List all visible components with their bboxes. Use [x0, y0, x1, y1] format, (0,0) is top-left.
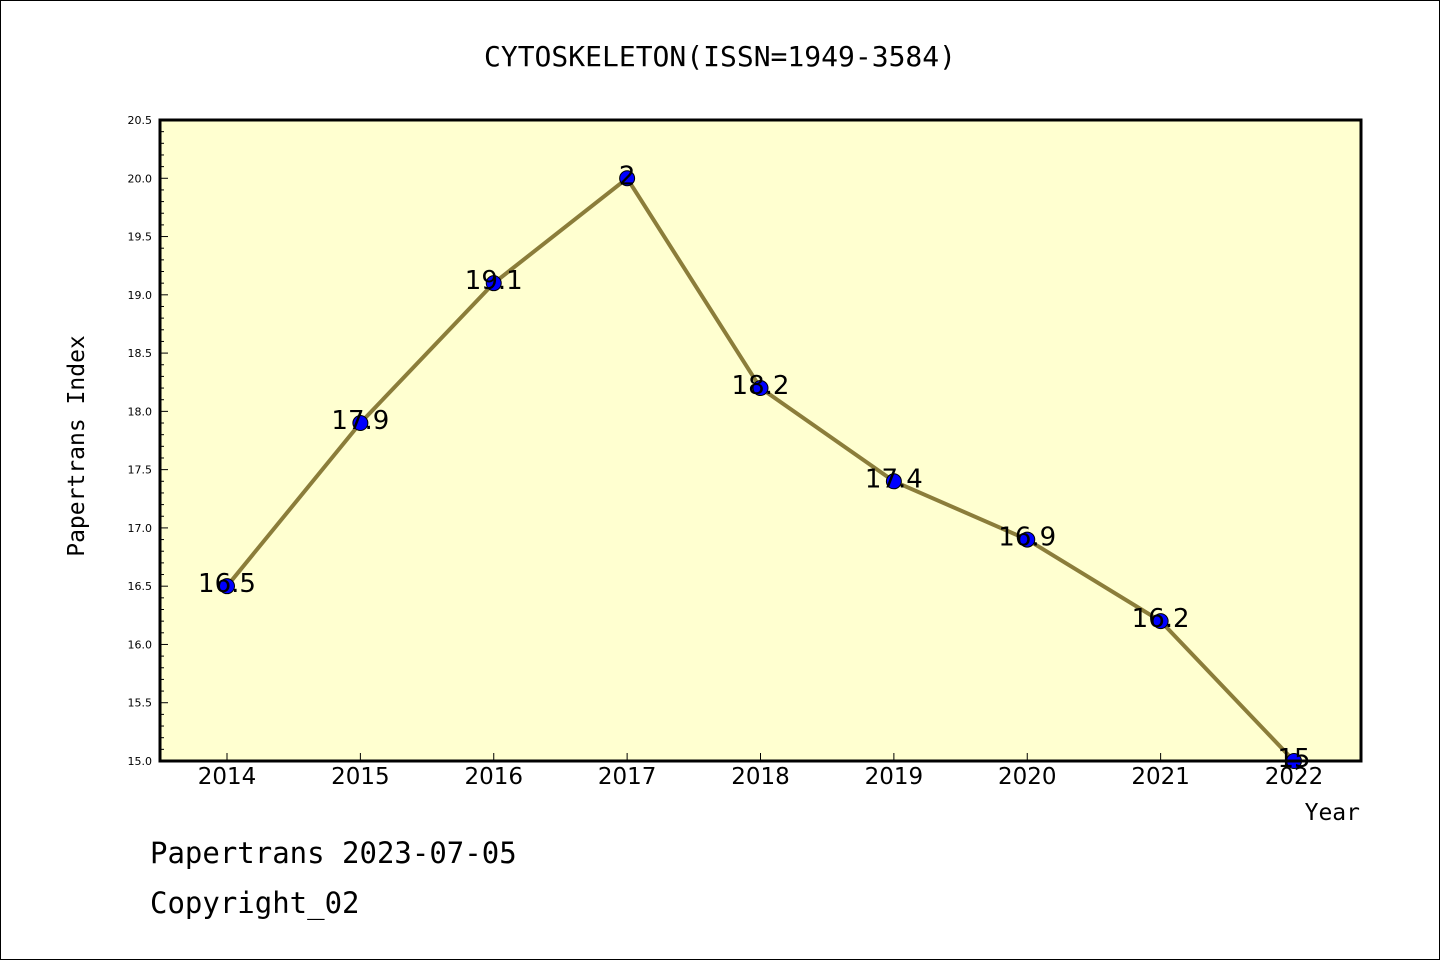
- data-label: 19.1: [465, 266, 523, 296]
- plot-border: [158, 118, 1363, 763]
- data-markers: [219, 170, 1302, 769]
- plot-area: [160, 120, 1361, 761]
- x-axis: 2014 2015 2016 2017 2018 2019 2020 2021 2022: [198, 753, 1323, 790]
- y-tick-label: 15.0: [128, 755, 153, 768]
- x-tick-label: 2021: [1131, 764, 1190, 790]
- y-tick-label: 19.5: [128, 231, 153, 244]
- data-label: 16.9: [998, 523, 1056, 553]
- y-tick-label: 16.0: [128, 638, 153, 651]
- x-tick-label: 2017: [598, 764, 657, 790]
- data-label: 17.9: [331, 406, 389, 436]
- y-tick-label: 17.5: [128, 464, 153, 477]
- data-point: [1019, 531, 1036, 548]
- y-tick-label: 18.0: [128, 405, 153, 418]
- data-label: 16.5: [198, 569, 256, 599]
- data-label: 18.2: [732, 371, 790, 401]
- x-tick-label: 2018: [731, 764, 790, 790]
- y-tick-label: 16.5: [128, 580, 153, 593]
- x-tick-label: 2015: [331, 764, 390, 790]
- data-point: [1152, 613, 1169, 630]
- footer-copyright-text: Copyright_02: [150, 886, 360, 920]
- footer-date-text: Papertrans 2023-07-05: [150, 836, 517, 870]
- data-label: 2: [619, 161, 636, 191]
- y-tick-label: 19.0: [128, 289, 153, 302]
- data-point: [219, 578, 235, 595]
- x-tick-label: 2014: [198, 764, 257, 790]
- x-tick-label: 2016: [464, 764, 523, 790]
- x-tick-label: 2019: [865, 764, 924, 790]
- y-tick-label: 18.5: [128, 347, 153, 360]
- x-tick-label: 2020: [998, 764, 1057, 790]
- data-point: [352, 415, 369, 432]
- data-label: 15: [1277, 744, 1310, 774]
- y-tick-label: 17.0: [128, 522, 153, 535]
- data-labels: 16.5 17.9 19.1 2 18.2 17.4 16.9 16.2 15: [198, 161, 1310, 774]
- data-point: [619, 170, 636, 187]
- y-tick-label: 20.0: [128, 172, 153, 185]
- data-point: [752, 380, 769, 397]
- data-point: [885, 473, 902, 490]
- chart-title: CYTOSKELETON(ISSN=1949-3584): [484, 40, 956, 73]
- data-point: [485, 275, 502, 292]
- y-axis: 15.0 15.5 16.0 16.5 17.0 17.5 18.0 18.5 19.0 19.5…: [128, 114, 168, 768]
- y-tick-label: 15.5: [128, 697, 153, 710]
- data-label: 17.4: [865, 464, 923, 494]
- x-axis-title: Year: [1305, 800, 1360, 826]
- data-label: 16.2: [1132, 604, 1190, 634]
- y-tick-label: 20.5: [128, 114, 153, 127]
- y-axis-title: Papertrans Index: [64, 335, 90, 557]
